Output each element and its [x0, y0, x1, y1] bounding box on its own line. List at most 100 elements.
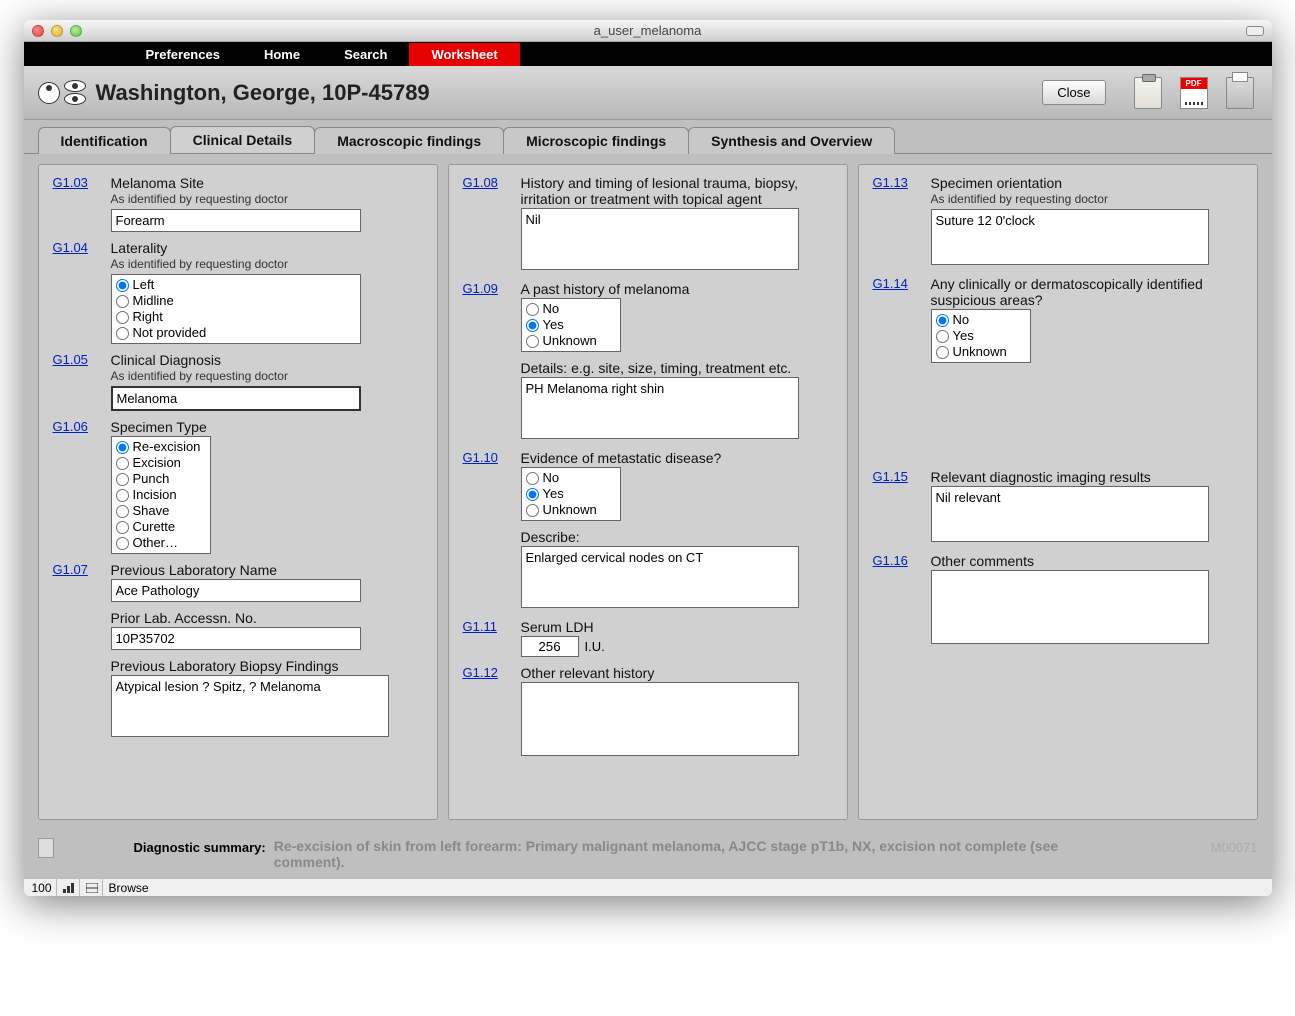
minimize-window-button[interactable]: [51, 25, 63, 37]
radio-option[interactable]: Curette: [116, 519, 206, 535]
zoom-window-button[interactable]: [70, 25, 82, 37]
tab-synthesis-overview[interactable]: Synthesis and Overview: [688, 127, 895, 154]
radio-input[interactable]: [116, 441, 129, 454]
radio-option[interactable]: Not provided: [116, 325, 356, 341]
radio-option[interactable]: Unknown: [526, 502, 616, 518]
radio-input[interactable]: [936, 346, 949, 359]
field-id-link[interactable]: G1.04: [53, 240, 103, 344]
content-area: G1.03Melanoma SiteAs identified by reque…: [24, 153, 1272, 834]
radio-option[interactable]: Midline: [116, 293, 356, 309]
radio-input[interactable]: [116, 537, 129, 550]
textarea-input[interactable]: [521, 682, 799, 756]
radio-input[interactable]: [116, 295, 129, 308]
radio-option[interactable]: No: [526, 470, 616, 486]
radio-option[interactable]: Unknown: [936, 344, 1026, 360]
radio-input[interactable]: [116, 521, 129, 534]
window-controls: [32, 25, 82, 37]
textarea-input[interactable]: [931, 570, 1209, 644]
radio-label: Shave: [133, 503, 170, 519]
text-input[interactable]: [111, 579, 361, 602]
field-id-link[interactable]: G1.08: [463, 175, 513, 273]
field-sublabel: As identified by requesting doctor: [111, 369, 423, 383]
radio-option[interactable]: Punch: [116, 471, 206, 487]
textarea-input[interactable]: [521, 377, 799, 439]
text-input[interactable]: [111, 627, 361, 650]
radio-input[interactable]: [116, 473, 129, 486]
titlebar-widget-icon[interactable]: [1246, 26, 1264, 36]
status-zoom[interactable]: 100: [28, 879, 57, 896]
radio-option[interactable]: Re-excision: [116, 439, 206, 455]
field-id-link[interactable]: G1.12: [463, 665, 513, 759]
field-id-link[interactable]: G1.03: [53, 175, 103, 232]
textarea-input[interactable]: [521, 546, 799, 608]
field-id-link[interactable]: G1.09: [463, 281, 513, 352]
printer-icon[interactable]: [1226, 77, 1254, 109]
text-input[interactable]: [111, 209, 361, 232]
eye-icon-single[interactable]: [38, 82, 60, 104]
radio-option[interactable]: Yes: [526, 486, 616, 502]
field-id-link[interactable]: G1.06: [53, 419, 103, 554]
radio-option[interactable]: No: [526, 301, 616, 317]
field-row: Describe:: [463, 529, 833, 611]
radio-input[interactable]: [526, 335, 539, 348]
close-button[interactable]: Close: [1042, 80, 1105, 105]
nav-preferences[interactable]: Preferences: [124, 43, 242, 66]
field-sublabel: As identified by requesting doctor: [111, 257, 423, 271]
radio-option[interactable]: Incision: [116, 487, 206, 503]
field-id-link[interactable]: G1.05: [53, 352, 103, 411]
radio-input[interactable]: [526, 472, 539, 485]
field-id-link[interactable]: G1.13: [873, 175, 923, 268]
tab-clinical-details[interactable]: Clinical Details: [170, 126, 316, 153]
field-label: Specimen orientation: [931, 175, 1243, 191]
pdf-icon[interactable]: [1180, 77, 1208, 109]
field-id-link[interactable]: G1.15: [873, 469, 923, 545]
radio-input[interactable]: [116, 311, 129, 324]
radio-input[interactable]: [116, 279, 129, 292]
radio-input[interactable]: [526, 303, 539, 316]
number-input[interactable]: [521, 636, 579, 657]
radio-input[interactable]: [116, 457, 129, 470]
radio-input[interactable]: [936, 330, 949, 343]
radio-option[interactable]: No: [936, 312, 1026, 328]
status-layout-icon[interactable]: [82, 879, 103, 896]
field-id-link[interactable]: G1.07: [53, 562, 103, 602]
radio-option[interactable]: Unknown: [526, 333, 616, 349]
radio-input[interactable]: [116, 505, 129, 518]
radio-input[interactable]: [526, 319, 539, 332]
field-row: G1.14Any clinically or dermatoscopically…: [873, 276, 1243, 363]
nav-home[interactable]: Home: [242, 43, 322, 66]
radio-group: Re-excisionExcisionPunchIncisionShaveCur…: [111, 436, 211, 554]
radio-option[interactable]: Left: [116, 277, 356, 293]
field-id-link[interactable]: G1.14: [873, 276, 923, 363]
radio-option[interactable]: Yes: [526, 317, 616, 333]
field-id-link[interactable]: G1.16: [873, 553, 923, 647]
nav-search[interactable]: Search: [322, 43, 409, 66]
textarea-input[interactable]: [521, 208, 799, 270]
textarea-input[interactable]: [931, 209, 1209, 265]
radio-input[interactable]: [936, 314, 949, 327]
radio-option[interactable]: Shave: [116, 503, 206, 519]
radio-input[interactable]: [526, 488, 539, 501]
text-input[interactable]: [111, 386, 361, 411]
radio-input[interactable]: [116, 489, 129, 502]
radio-input[interactable]: [116, 327, 129, 340]
radio-option[interactable]: Yes: [936, 328, 1026, 344]
radio-option[interactable]: Right: [116, 309, 356, 325]
radio-option[interactable]: Other…: [116, 535, 206, 551]
tab-identification[interactable]: Identification: [38, 127, 171, 154]
radio-option[interactable]: Excision: [116, 455, 206, 471]
close-window-button[interactable]: [32, 25, 44, 37]
textarea-input[interactable]: [111, 675, 389, 737]
field-id-link[interactable]: G1.10: [463, 450, 513, 521]
clipboard-icon[interactable]: [1134, 77, 1162, 109]
nav-worksheet[interactable]: Worksheet: [409, 43, 519, 66]
status-view-icon[interactable]: [59, 879, 80, 896]
radio-input[interactable]: [526, 504, 539, 517]
tab-macroscopic-findings[interactable]: Macroscopic findings: [314, 127, 504, 154]
field-id-link[interactable]: G1.11: [463, 619, 513, 657]
eye-icon-stack[interactable]: [64, 80, 86, 105]
radio-label: Unknown: [543, 502, 597, 518]
footer-tool-icon[interactable]: [38, 838, 54, 858]
textarea-input[interactable]: [931, 486, 1209, 542]
tab-microscopic-findings[interactable]: Microscopic findings: [503, 127, 689, 154]
